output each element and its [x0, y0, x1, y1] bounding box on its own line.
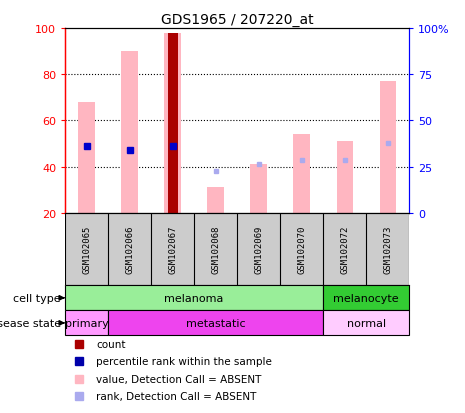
Bar [323, 286, 409, 311]
Text: melanocyte: melanocyte [333, 293, 399, 303]
Title: GDS1965 / 207220_at: GDS1965 / 207220_at [161, 12, 313, 26]
Text: disease state: disease state [0, 318, 61, 328]
Text: GSM102065: GSM102065 [82, 225, 91, 273]
Bar [337, 142, 353, 213]
Text: cell type: cell type [13, 293, 61, 303]
Bar [293, 135, 310, 213]
Text: GSM102070: GSM102070 [297, 225, 306, 273]
Text: GSM102073: GSM102073 [383, 225, 392, 273]
Text: normal: normal [346, 318, 386, 328]
Text: melanoma: melanoma [165, 293, 224, 303]
Bar [165, 33, 181, 213]
Text: value, Detection Call = ABSENT: value, Detection Call = ABSENT [96, 374, 261, 384]
Text: GSM102068: GSM102068 [211, 225, 220, 273]
Bar [379, 82, 396, 213]
Text: GSM102069: GSM102069 [254, 225, 263, 273]
Bar [168, 33, 178, 213]
Bar [79, 102, 95, 213]
Text: metastatic: metastatic [186, 318, 246, 328]
Text: GSM102072: GSM102072 [340, 225, 349, 273]
Bar [65, 311, 108, 336]
Text: percentile rank within the sample: percentile rank within the sample [96, 356, 272, 366]
Text: count: count [96, 339, 126, 349]
Text: rank, Detection Call = ABSENT: rank, Detection Call = ABSENT [96, 391, 256, 401]
Bar [121, 52, 138, 213]
Bar [251, 165, 267, 213]
Text: GSM102067: GSM102067 [168, 225, 177, 273]
Bar [207, 188, 224, 213]
Text: GSM102066: GSM102066 [125, 225, 134, 273]
Text: primary: primary [65, 318, 108, 328]
Bar [108, 311, 323, 336]
Bar [65, 286, 323, 311]
Bar [323, 311, 409, 336]
